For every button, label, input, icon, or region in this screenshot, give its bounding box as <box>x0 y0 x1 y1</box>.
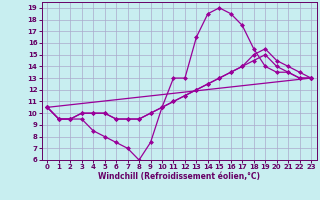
X-axis label: Windchill (Refroidissement éolien,°C): Windchill (Refroidissement éolien,°C) <box>98 172 260 181</box>
